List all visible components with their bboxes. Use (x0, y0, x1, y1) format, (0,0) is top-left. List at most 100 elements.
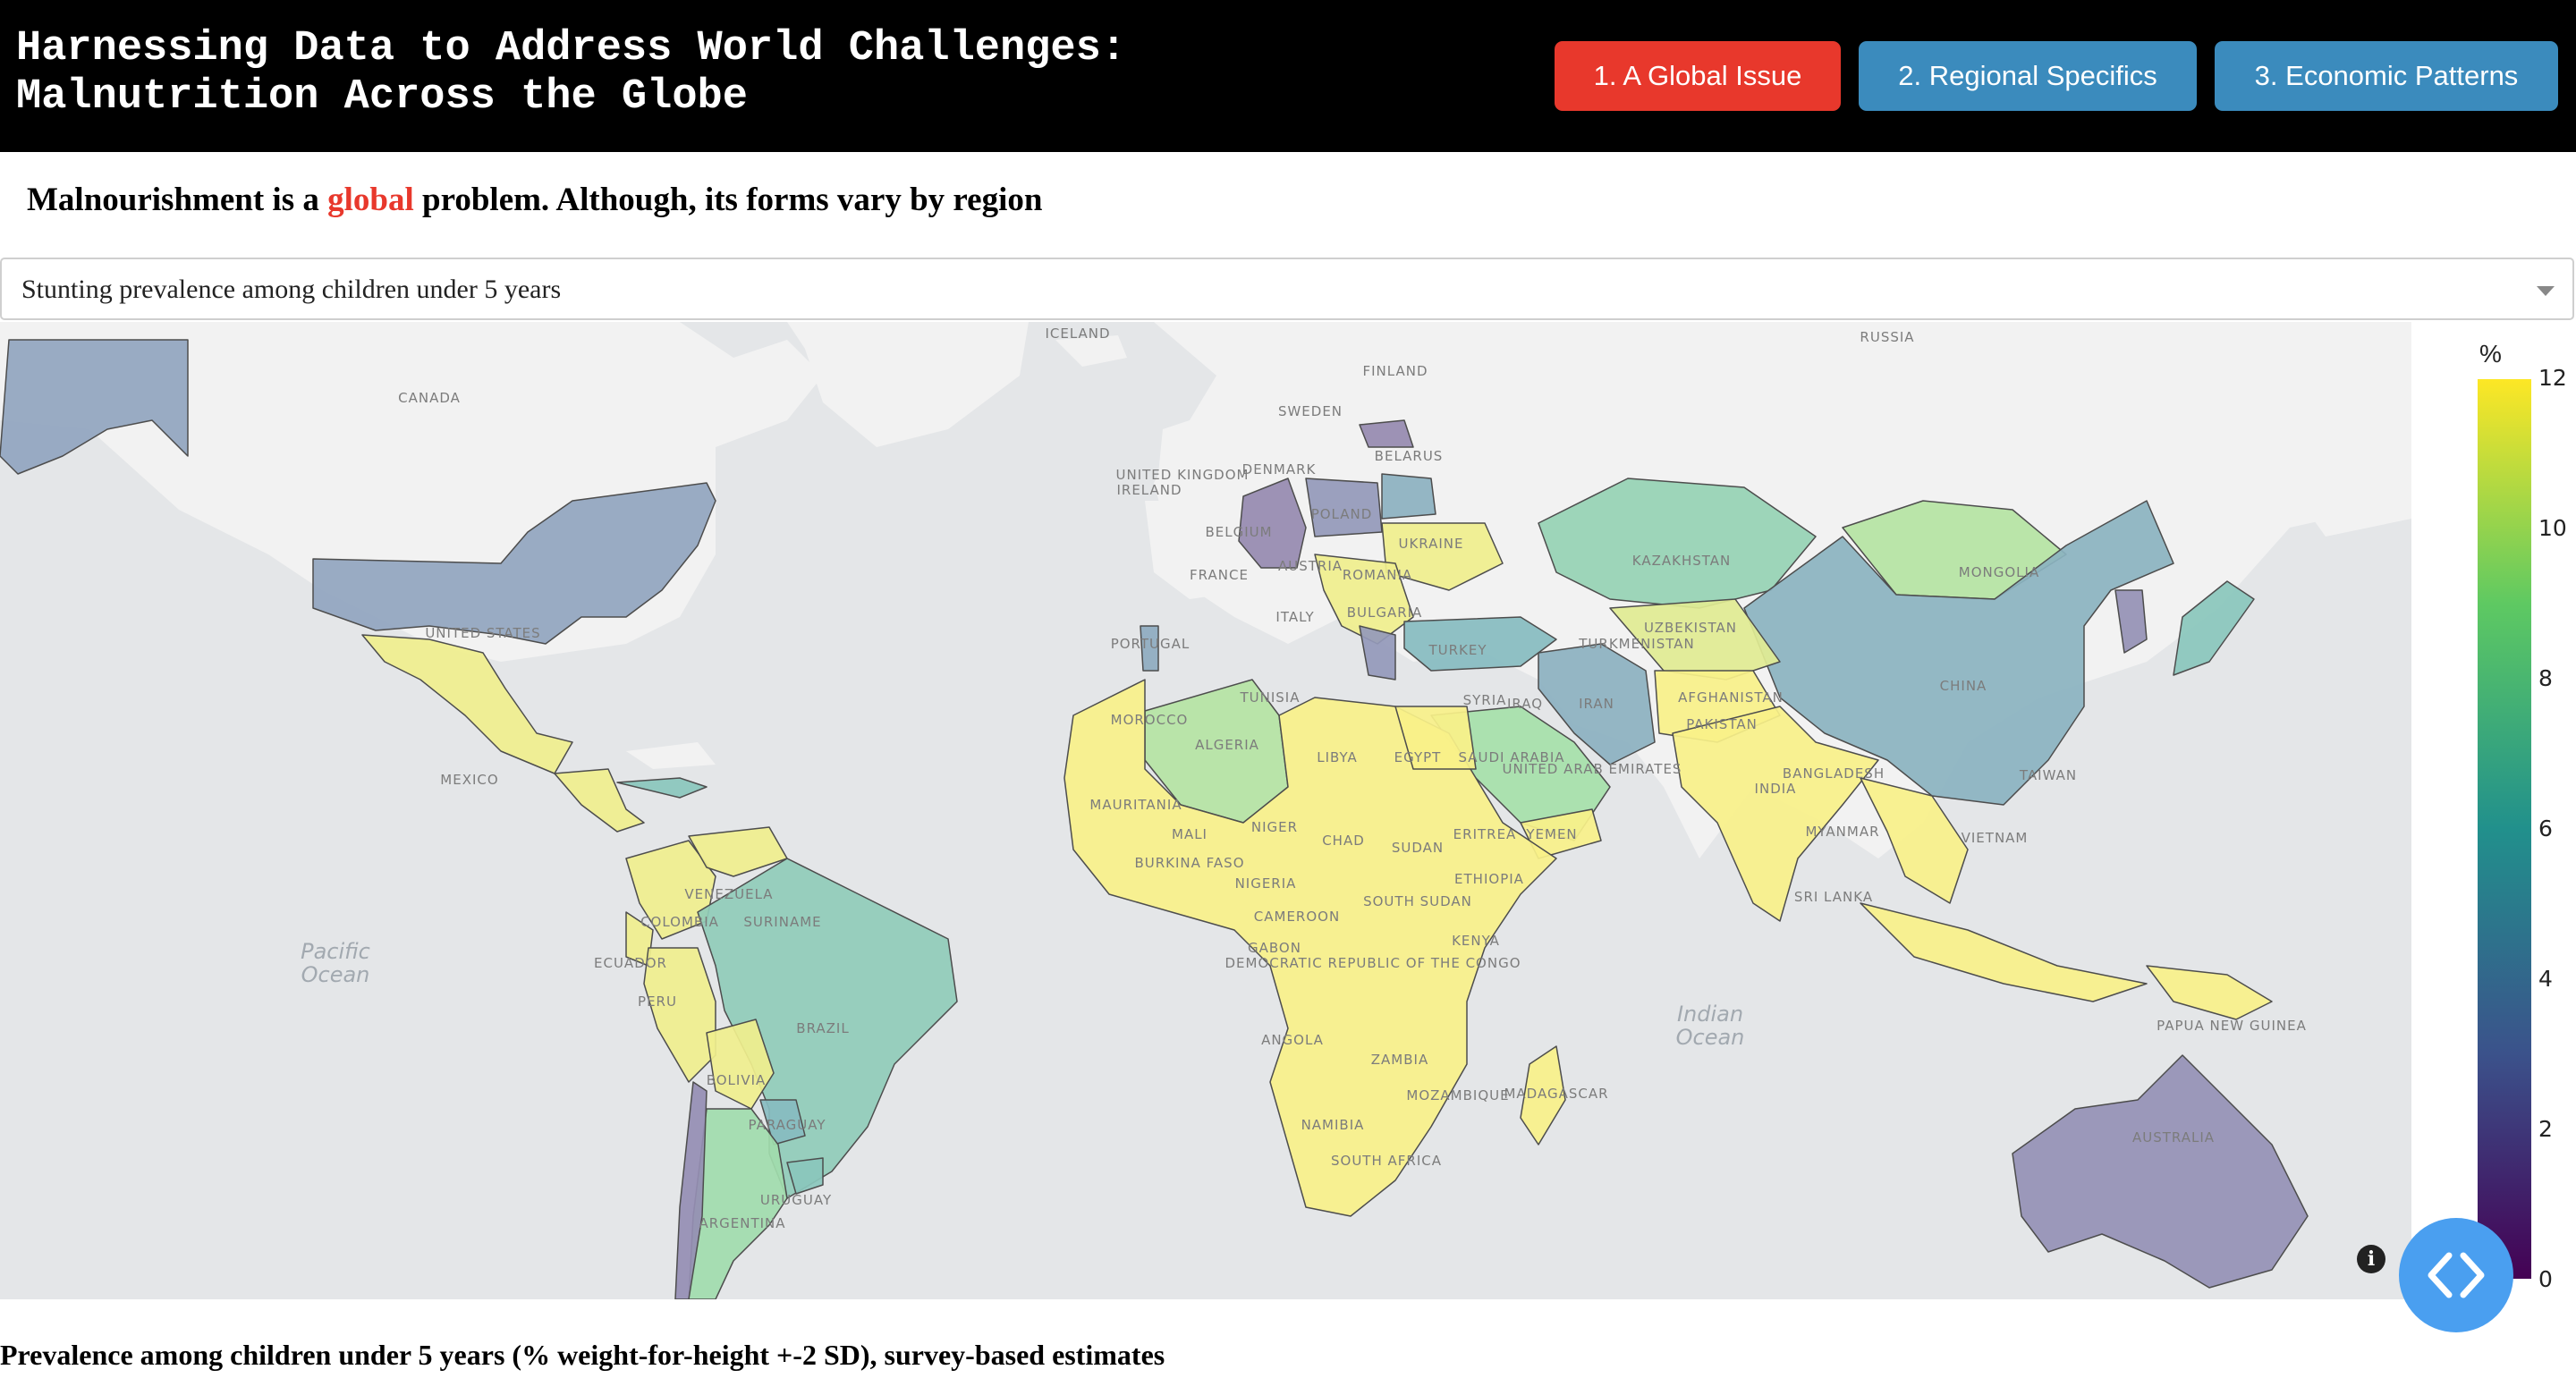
country-shape-chile[interactable] (674, 1081, 708, 1299)
ocean-label: Indian Ocean (1676, 1002, 1745, 1050)
country-shape-venezuela[interactable] (688, 826, 788, 877)
country-shape-papua-new-guinea[interactable] (2146, 965, 2273, 1020)
nav-button-economic-patterns[interactable]: 3. Economic Patterns (2215, 41, 2558, 111)
country-label: UZBEKISTAN (1644, 620, 1737, 636)
country-label: MEXICO (440, 772, 498, 788)
country-label: CAMEROON (1254, 909, 1340, 925)
colorbar-tick: 10 (2538, 515, 2567, 541)
nav-button-global-issue[interactable]: 1. A Global Issue (1555, 41, 1841, 111)
country-shape-iran[interactable] (1538, 643, 1656, 765)
code-toggle-button[interactable] (2399, 1218, 2513, 1332)
country-shape-united-states[interactable] (0, 339, 189, 475)
country-label: UKRAINE (1398, 536, 1463, 552)
country-label: IRAN (1579, 696, 1614, 712)
country-shape-germany[interactable] (1238, 478, 1307, 569)
colorbar-title: % (2479, 340, 2502, 368)
world-map-svg[interactable]: ICELAND RUSSIAFINLANDSWEDENCANADADENMARKU… (0, 322, 2411, 1299)
country-label: ANGOLA (1261, 1032, 1324, 1048)
country-shape-greece[interactable] (1359, 625, 1396, 681)
country-label: ZAMBIA (1371, 1052, 1428, 1068)
colorbar (2478, 379, 2531, 1279)
info-icon[interactable]: i (2357, 1245, 2385, 1273)
country-shape-cuba[interactable] (616, 777, 708, 799)
country-shape-paraguay[interactable] (759, 1099, 806, 1146)
land-caribbean (626, 742, 716, 769)
country-label: BELARUS (1375, 448, 1444, 464)
country-label: MADAGASCAR (1504, 1086, 1608, 1102)
country-shape-mexico[interactable] (361, 634, 573, 774)
country-label: SOUTH AFRICA (1331, 1153, 1442, 1169)
country-label: PAKISTAN (1686, 716, 1758, 732)
country-shape-southeast-asia[interactable] (1860, 777, 1969, 904)
country-shape-uruguay[interactable] (786, 1157, 824, 1195)
country-label: PERU (638, 993, 677, 1010)
country-label: YEMEN (1525, 826, 1577, 842)
country-label: BURKINA FASO (1134, 855, 1244, 871)
country-shape-korea[interactable] (2114, 589, 2148, 654)
land-uk (1158, 420, 1199, 501)
country-label: MOROCCO (1111, 712, 1189, 728)
country-label: ALGERIA (1195, 737, 1259, 753)
country-shape-egypt[interactable] (1394, 706, 1477, 770)
country-shape-estonia[interactable] (1359, 419, 1414, 448)
subtitle-text-before: Malnourishment is a (27, 182, 328, 218)
country-label: TUNISIA (1240, 689, 1301, 706)
country-shape-australia[interactable] (2012, 1054, 2309, 1289)
country-label: PAPUA NEW GUINEA (2157, 1018, 2307, 1034)
colorbar-tick: 12 (2538, 365, 2567, 391)
country-label: URUGUAY (760, 1192, 832, 1208)
country-label: CHINA (1940, 678, 1987, 694)
code-brackets-icon (2428, 1252, 2485, 1298)
country-shape-africa[interactable] (1063, 679, 1557, 1217)
country-label: FINLAND (1362, 363, 1428, 379)
land-iceland (1055, 335, 1127, 367)
country-label: MYANMAR (1805, 824, 1879, 840)
country-label: NAMIBIA (1301, 1117, 1365, 1133)
chevron-down-icon[interactable] (2537, 286, 2555, 296)
country-label: MALI (1172, 826, 1208, 842)
country-shape-central-america[interactable] (554, 768, 645, 833)
country-shape-indonesia[interactable] (1860, 902, 2148, 1002)
page-subtitle: Malnourishment is a global problem. Alth… (27, 181, 1042, 219)
country-shape-india[interactable] (1672, 706, 1879, 922)
header-bar: Harnessing Data to Address World Challen… (0, 0, 2576, 152)
country-label: AFGHANISTAN (1678, 689, 1784, 706)
land-greenland (787, 322, 1029, 447)
country-label: ARGENTINA (699, 1215, 785, 1231)
country-shape-peru[interactable] (643, 947, 716, 1083)
indicator-dropdown[interactable]: Stunting prevalence among children under… (0, 258, 2574, 320)
country-shape-japan[interactable] (2173, 580, 2255, 676)
country-shape-china[interactable] (1743, 500, 2174, 806)
country-label: SUDAN (1392, 840, 1444, 856)
country-shape-belarus[interactable] (1381, 473, 1436, 520)
country-label: SAUDI ARABIA (1458, 749, 1564, 765)
country-label: VENEZUELA (684, 886, 773, 902)
country-label: UNITED STATES (425, 625, 540, 641)
land-west-europe (1145, 501, 1270, 599)
country-label: INDIA (1755, 781, 1797, 797)
country-label: COLOMBIA (640, 914, 719, 930)
country-label: CANADA (398, 390, 461, 406)
country-shape-poland[interactable] (1305, 478, 1383, 537)
footer-caption: Prevalence among children under 5 years … (0, 1339, 1165, 1371)
colorbar-tick: 0 (2538, 1266, 2553, 1292)
country-label: ERITREA (1453, 826, 1517, 842)
country-shape-madagascar[interactable] (1520, 1045, 1566, 1146)
country-label: KENYA (1452, 933, 1500, 949)
country-label: ROMANIA (1343, 567, 1412, 583)
nav-button-regional-specifics[interactable]: 2. Regional Specifics (1859, 41, 2197, 111)
country-label: TURKEY (1428, 642, 1487, 658)
subtitle-highlight: global (327, 182, 414, 218)
country-label: VIETNAM (1962, 830, 2029, 846)
country-shape-united-states[interactable] (312, 482, 716, 645)
country-shape-portugal[interactable] (1140, 625, 1159, 672)
country-label: SURINAME (743, 914, 821, 930)
country-label: IRELAND (1116, 482, 1182, 498)
choropleth-map[interactable]: ICELAND RUSSIA FINLAND SWEDEN CANADA DENMARK U… (0, 322, 2411, 1299)
country-shape-bolivia[interactable] (706, 1019, 775, 1110)
country-label: SWEDEN (1278, 403, 1343, 419)
country-label: NIGERIA (1235, 875, 1297, 892)
land-siberia-east (2236, 376, 2411, 537)
country-label: TURKMENISTAN (1578, 636, 1694, 652)
country-shape-turkey[interactable] (1403, 616, 1557, 672)
